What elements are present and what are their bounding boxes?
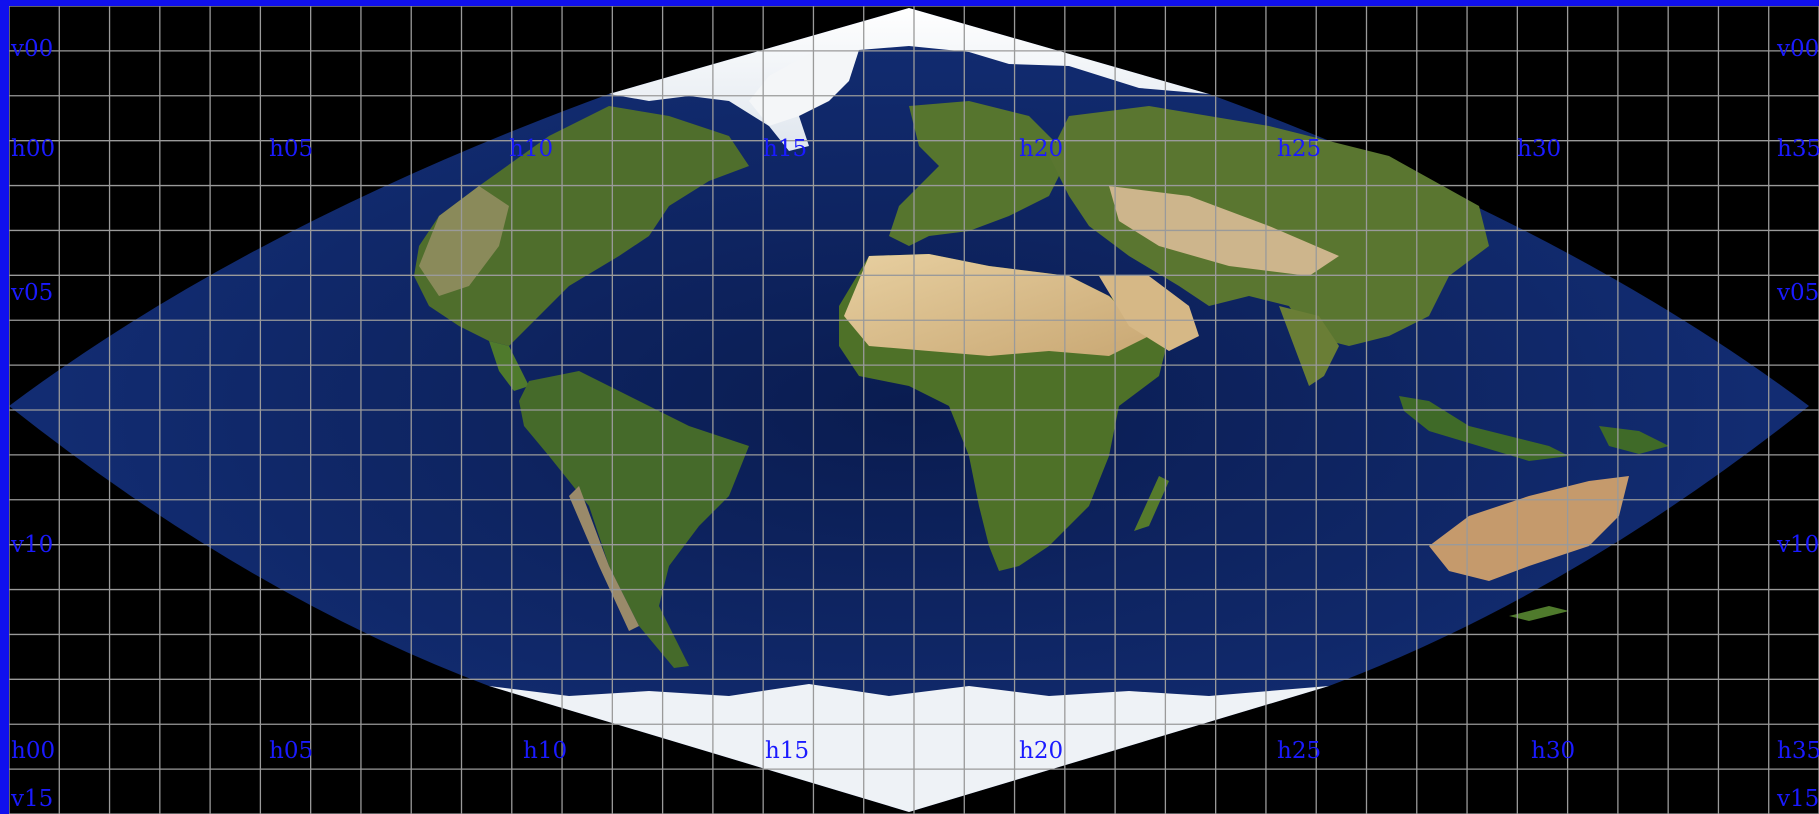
label-h00-bottom: h00 [11, 738, 56, 764]
label-v15-left: v15 [11, 786, 54, 812]
arabia [1099, 276, 1199, 351]
label-h35-bottom: h35 [1777, 738, 1819, 764]
label-h30-bottom: h30 [1531, 738, 1576, 764]
south-america [519, 371, 749, 668]
north-america [414, 106, 749, 346]
arctic-ice [609, 8, 1209, 151]
central-america [489, 341, 529, 391]
label-v05-left: v05 [11, 280, 54, 306]
label-h20-top: h20 [1019, 136, 1064, 162]
label-h25-bottom: h25 [1277, 738, 1322, 764]
label-h20-bottom: h20 [1019, 738, 1064, 764]
india [1279, 306, 1339, 386]
label-h35-top: h35 [1777, 136, 1819, 162]
label-h00-top: h00 [11, 136, 56, 162]
europe [889, 101, 1069, 246]
label-h05-bottom: h05 [269, 738, 314, 764]
label-v00-right: v00 [1777, 36, 1819, 62]
label-v00-left: v00 [11, 36, 54, 62]
label-h05-top: h05 [269, 136, 314, 162]
sahara [844, 254, 1149, 356]
label-h10-top: h10 [509, 136, 554, 162]
label-h15-bottom: h15 [765, 738, 810, 764]
new-guinea [1599, 426, 1669, 454]
tile-grid [9, 6, 1819, 814]
label-v05-right: v05 [1777, 280, 1819, 306]
label-h30-top: h30 [1517, 136, 1562, 162]
label-h25-top: h25 [1277, 136, 1322, 162]
andes [569, 486, 639, 631]
label-h10-bottom: h10 [523, 738, 568, 764]
madagascar [1134, 476, 1169, 531]
world-map[interactable] [9, 6, 1819, 814]
label-v15-right: v15 [1777, 786, 1819, 812]
indonesia [1399, 396, 1569, 461]
australia [1429, 476, 1629, 581]
greenland [749, 50, 859, 126]
label-h15-top: h15 [763, 136, 808, 162]
north-america-west [419, 186, 509, 296]
antarctica [489, 684, 1329, 812]
label-v10-left: v10 [11, 532, 54, 558]
new-zealand [1509, 606, 1569, 621]
label-v10-right: v10 [1777, 532, 1819, 558]
